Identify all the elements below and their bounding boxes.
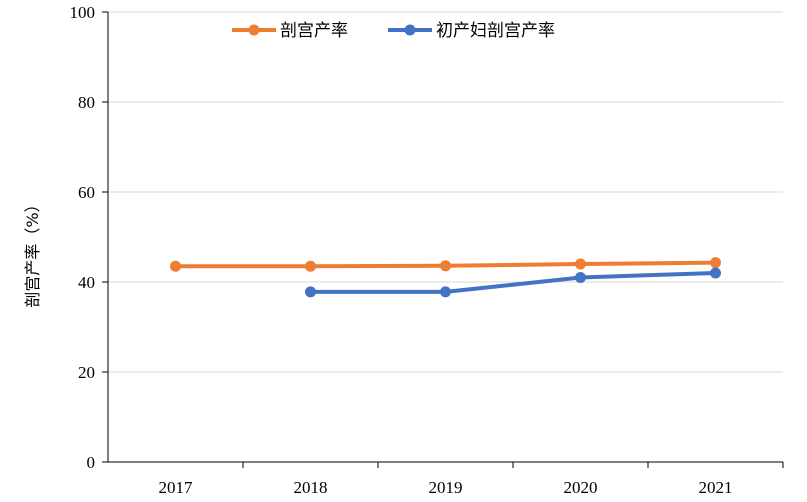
series-point-2 bbox=[440, 286, 451, 298]
gridlines bbox=[108, 11, 783, 373]
x-tick-label: 2021 bbox=[699, 478, 733, 497]
y-tick-label: 100 bbox=[70, 3, 96, 22]
x-tick-label: 2017 bbox=[159, 478, 194, 497]
series-point-1 bbox=[170, 260, 181, 272]
y-tick-label: 80 bbox=[78, 93, 95, 112]
series-point-1 bbox=[710, 257, 721, 269]
series-point-2 bbox=[710, 267, 721, 279]
x-tick-label: 2020 bbox=[564, 478, 598, 497]
y-tick-label: 0 bbox=[87, 453, 96, 472]
series-point-1 bbox=[575, 258, 586, 270]
y-axis-label: 剖宫产率（%） bbox=[23, 196, 42, 307]
legend-label-2: 初产妇剖宫产率 bbox=[436, 21, 555, 41]
x-tick-label: 2018 bbox=[294, 478, 328, 497]
x-tick-labels: 2017 2018 2019 2020 2021 bbox=[159, 478, 733, 497]
legend-marker-1 bbox=[248, 24, 260, 36]
series-point-2 bbox=[575, 272, 586, 283]
axes bbox=[102, 11, 784, 468]
x-tick-label: 2019 bbox=[429, 478, 463, 497]
y-tick-label: 60 bbox=[78, 183, 95, 202]
legend-marker-2 bbox=[404, 24, 416, 36]
series-line-2 bbox=[308, 271, 718, 294]
series-point-2 bbox=[305, 286, 316, 298]
series-point-1 bbox=[440, 260, 451, 272]
legend: 剖宫产率 初产妇剖宫产率 bbox=[232, 21, 555, 41]
y-tick-label: 20 bbox=[78, 363, 95, 382]
series-point-1 bbox=[305, 260, 316, 272]
y-tick-labels: 0 20 40 60 80 100 bbox=[70, 3, 96, 472]
series-layer bbox=[170, 257, 721, 298]
legend-label-1: 剖宫产率 bbox=[280, 21, 348, 41]
y-tick-label: 40 bbox=[78, 273, 95, 292]
